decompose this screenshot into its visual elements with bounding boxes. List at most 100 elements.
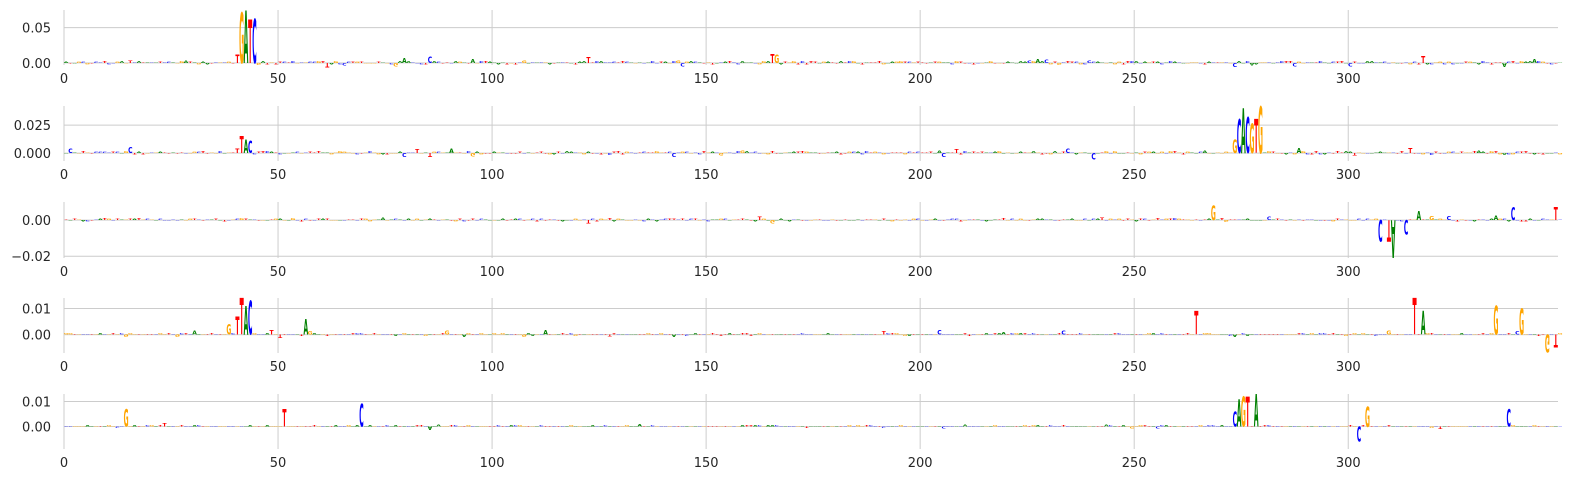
logo-letter: T xyxy=(1040,152,1044,154)
logo-letter: A xyxy=(1271,63,1277,64)
logo-letter: G xyxy=(1177,219,1183,221)
logo-letter: T xyxy=(90,153,94,154)
logo-letter: T xyxy=(351,61,356,64)
logo-letter: A xyxy=(462,333,467,337)
logo-letter: C xyxy=(389,62,393,64)
logo-letter: C xyxy=(1387,63,1391,64)
logo-letter: G xyxy=(1112,151,1117,154)
logo-letter: C xyxy=(1207,425,1211,427)
logo-letter: G xyxy=(1275,153,1281,154)
logo-letter: T xyxy=(167,153,171,154)
logo-letter: A xyxy=(381,152,386,154)
logo-letter: G xyxy=(261,425,267,427)
x-tick-label: 0 xyxy=(60,456,68,471)
logo-letter: G xyxy=(192,152,198,154)
x-tick-label: 300 xyxy=(1336,360,1361,375)
logo-letter: A xyxy=(1554,426,1560,427)
logo-letter: G xyxy=(633,62,639,63)
logo-letter: A xyxy=(248,220,254,221)
logo-letter: A xyxy=(886,220,892,221)
logo-letter: G xyxy=(1391,62,1397,63)
logo-letter: C xyxy=(753,151,757,154)
logo-letter: A xyxy=(1515,426,1521,427)
logo-letter: T xyxy=(1044,426,1048,427)
logo-letter: A xyxy=(1095,153,1101,154)
logo-letter: C xyxy=(680,425,684,427)
logo-letter: C xyxy=(1293,61,1298,66)
logo-letter: T xyxy=(398,426,402,427)
logo-letter: A xyxy=(1040,426,1046,427)
logo-letter: G xyxy=(1472,334,1478,335)
logo-letter: G xyxy=(457,334,463,335)
logo-letter: T xyxy=(1173,151,1178,154)
logo-letter: A xyxy=(1369,61,1374,64)
logo-letter: G xyxy=(106,425,112,427)
logo-letter: C xyxy=(1275,426,1279,427)
logo-letter: G xyxy=(1541,61,1546,64)
logo-letter: T xyxy=(458,219,462,221)
logo-letter: A xyxy=(753,425,759,427)
logo-letter: T xyxy=(1421,54,1425,65)
logo-letter: A xyxy=(817,426,823,427)
x-tick-label: 200 xyxy=(908,360,933,375)
logo-letter: A xyxy=(787,219,793,221)
logo-letter: T xyxy=(565,334,569,335)
logo-letter: T xyxy=(1323,220,1327,221)
logo-letter: A xyxy=(205,62,210,64)
logo-letter: G xyxy=(1558,152,1563,154)
logo-letter: T xyxy=(740,333,744,335)
logo-letter: A xyxy=(1459,333,1465,335)
logo-letter: A xyxy=(582,426,588,427)
logo-letter: T xyxy=(214,218,219,221)
x-tick-label: 100 xyxy=(480,456,505,471)
logo-letter: C xyxy=(1395,220,1399,221)
logo-letter: C xyxy=(732,62,736,63)
logo-letter: T xyxy=(218,334,222,335)
logo-letter: G xyxy=(1185,63,1191,64)
logo-letter: T xyxy=(137,426,141,427)
logo-letter: G xyxy=(1292,334,1298,335)
logo-letter: A xyxy=(556,334,562,335)
logo-letter: C xyxy=(907,61,911,63)
logo-letter: G xyxy=(830,426,836,427)
logo-letter: G xyxy=(475,62,481,63)
logo-letter: C xyxy=(1554,153,1558,154)
logo-letter: G xyxy=(299,153,305,154)
logo-letter: T xyxy=(865,425,870,428)
logo-letter: A xyxy=(565,151,570,154)
logo-letter: T xyxy=(556,220,560,221)
logo-letter: A xyxy=(167,426,173,427)
logo-letter: A xyxy=(646,62,652,63)
logo-letter: G xyxy=(141,334,147,335)
logo-letter: A xyxy=(933,153,939,154)
logo-letter: G xyxy=(1348,220,1354,221)
logo-letter: C xyxy=(150,62,154,63)
logo-letter: A xyxy=(1335,334,1341,335)
logo-letter: C xyxy=(612,426,616,427)
logo-letter: C xyxy=(924,220,928,221)
logo-letter: C xyxy=(385,334,389,335)
logo-letter: G xyxy=(158,333,164,335)
logo-letter: G xyxy=(278,426,284,427)
logo-letter: A xyxy=(1023,61,1028,63)
logo-letter: G xyxy=(368,219,374,221)
logo-letter: A xyxy=(847,220,853,222)
logo-letter: T xyxy=(920,152,924,153)
logo-letter: T xyxy=(1537,153,1541,154)
logo-letter: G xyxy=(440,219,446,221)
logo-letter: T xyxy=(1417,62,1422,65)
logo-letter: C xyxy=(419,62,423,64)
logo-letter: C xyxy=(946,220,950,221)
logo-letter: G xyxy=(273,219,278,221)
logo-letter: C xyxy=(1357,63,1361,64)
logo-letter: C xyxy=(886,333,890,335)
logo-letter: C xyxy=(697,153,701,155)
logo-letter: T xyxy=(1284,61,1289,64)
logo-letter: C xyxy=(1104,334,1108,335)
logo-letter: C xyxy=(312,220,316,221)
logo-letter: C xyxy=(1498,334,1502,335)
logo-letter: G xyxy=(813,334,819,335)
logo-letter: C xyxy=(1224,426,1228,427)
